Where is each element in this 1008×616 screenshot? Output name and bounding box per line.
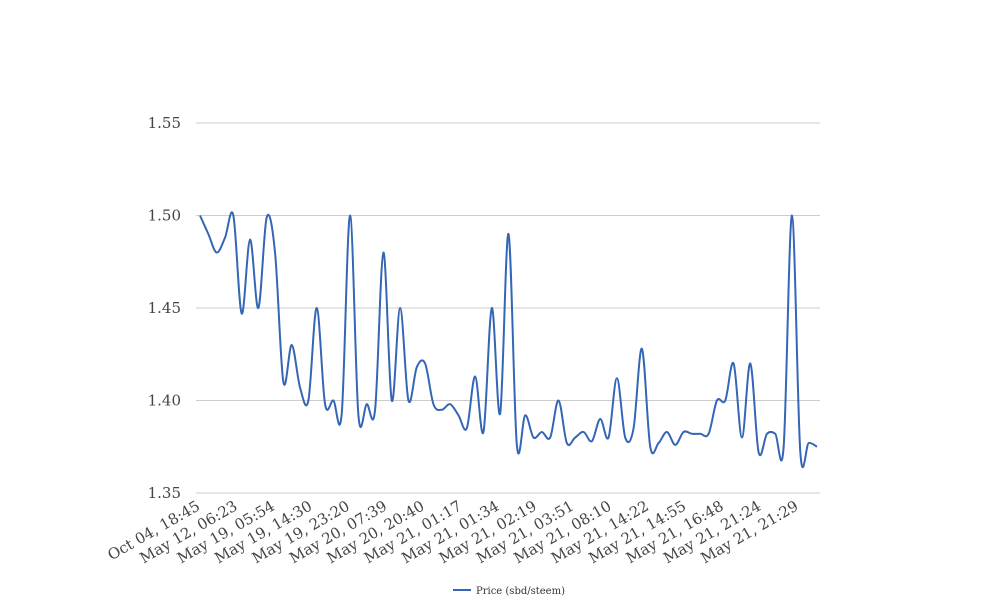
y-axis-tick-labels: 1.35 1.40 1.45 1.50 1.55 xyxy=(148,114,181,502)
y-tick-label: 1.40 xyxy=(148,392,181,410)
y-tick-label: 1.55 xyxy=(148,114,181,132)
series-layer xyxy=(199,211,818,469)
series-line-price xyxy=(199,211,818,469)
y-tick-label: 1.35 xyxy=(148,484,181,502)
legend[interactable]: Price (sbd/steem) xyxy=(453,586,565,597)
y-tick-label: 1.45 xyxy=(148,299,181,317)
y-tick-label: 1.50 xyxy=(148,207,181,225)
legend-label-price: Price (sbd/steem) xyxy=(476,586,565,597)
gridlines xyxy=(196,122,820,494)
